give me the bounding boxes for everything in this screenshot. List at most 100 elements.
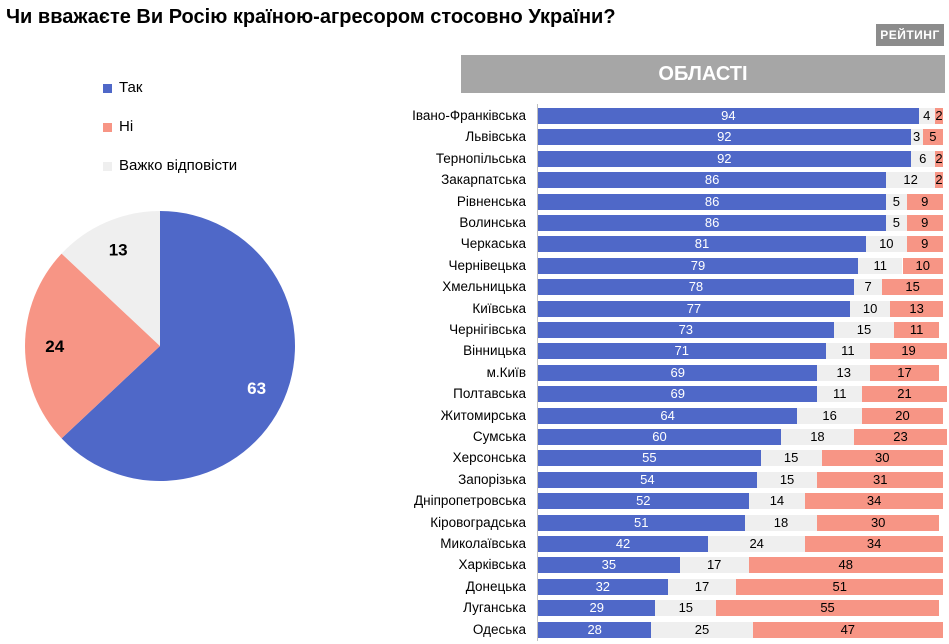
pie-slice bbox=[24, 253, 160, 439]
pie-slice-label: 13 bbox=[109, 240, 128, 259]
region-label: Одеська bbox=[472, 621, 526, 637]
bar-segment bbox=[853, 279, 883, 296]
bar-value-label: 71 bbox=[674, 343, 689, 359]
bar-segment bbox=[756, 471, 818, 488]
bar-segment bbox=[886, 215, 907, 231]
bar-segment bbox=[890, 300, 943, 317]
bar-value-label: 13 bbox=[836, 364, 851, 380]
legend-swatch bbox=[103, 123, 112, 132]
region-label: Черкаська bbox=[460, 236, 526, 252]
bar-value-label: 55 bbox=[820, 600, 835, 616]
region-label: Житомирська bbox=[440, 407, 526, 423]
bar-value-label: 11 bbox=[909, 322, 924, 337]
legend-label: Так bbox=[119, 79, 143, 96]
bar-value-label: 52 bbox=[636, 493, 651, 509]
bar-segment bbox=[538, 193, 887, 210]
bar-segment bbox=[910, 129, 923, 146]
bar-value-label: 12 bbox=[903, 172, 918, 188]
bar-segment bbox=[910, 150, 935, 167]
bar-segment bbox=[748, 557, 943, 574]
bar-value-label: 29 bbox=[589, 600, 604, 616]
region-label: Львівська bbox=[465, 129, 526, 145]
bar-segment bbox=[853, 429, 948, 445]
bar-segment bbox=[821, 450, 943, 467]
region-label: Волинська bbox=[459, 215, 526, 230]
bar-segment bbox=[805, 493, 943, 510]
bar-value-label: 19 bbox=[901, 343, 916, 359]
region-label: Київська bbox=[472, 300, 526, 316]
bar-segment bbox=[538, 493, 749, 510]
region-label: Сумська bbox=[472, 429, 526, 444]
bar-value-label: 69 bbox=[670, 386, 685, 402]
bar-segment bbox=[760, 450, 822, 467]
bar-segment bbox=[708, 536, 806, 552]
bar-segment bbox=[716, 600, 939, 617]
bar-segment bbox=[538, 364, 818, 381]
bar-value-label: 5 bbox=[892, 215, 901, 230]
bar-segment bbox=[538, 257, 858, 274]
region-label: Херсонська bbox=[452, 450, 526, 466]
bar-segment bbox=[797, 407, 862, 424]
legend-label: Важко відповісти bbox=[119, 157, 238, 174]
bar-value-label: 15 bbox=[783, 450, 799, 466]
bar-value-label: 23 bbox=[893, 429, 908, 444]
bar-value-label: 17 bbox=[694, 578, 710, 594]
region-label: м.Київ bbox=[486, 364, 526, 380]
pie-slice bbox=[61, 211, 295, 481]
bar-segment bbox=[918, 108, 935, 124]
bar-segment bbox=[679, 557, 749, 574]
bar-segment bbox=[870, 364, 939, 381]
bar-value-label: 15 bbox=[905, 279, 920, 295]
bar-segment bbox=[538, 129, 911, 146]
bar-value-label: 7 bbox=[864, 279, 872, 295]
bar-segment bbox=[922, 129, 943, 146]
bar-value-label: 2 bbox=[935, 108, 943, 123]
bar-segment bbox=[538, 300, 850, 317]
bar-segment bbox=[538, 386, 818, 403]
bar-value-label: 2 bbox=[935, 150, 943, 166]
bar-value-label: 10 bbox=[915, 257, 930, 273]
bar-value-label: 25 bbox=[694, 621, 710, 637]
bar-value-label: 17 bbox=[706, 557, 722, 573]
legend-swatch bbox=[103, 162, 112, 171]
bar-value-label: 78 bbox=[688, 279, 704, 295]
bar-segment bbox=[886, 193, 907, 210]
bar-segment bbox=[538, 621, 652, 638]
bar-value-label: 55 bbox=[642, 450, 657, 466]
bar-segment bbox=[857, 257, 903, 274]
bar-value-label: 5 bbox=[929, 129, 937, 145]
bar-segment bbox=[538, 450, 761, 467]
bar-value-label: 2 bbox=[935, 172, 943, 188]
bar-segment bbox=[817, 471, 943, 488]
bar-value-label: 81 bbox=[694, 236, 710, 252]
bar-segment bbox=[538, 236, 867, 253]
bar-segment bbox=[651, 621, 753, 638]
bar-segment bbox=[538, 471, 757, 488]
bar-value-label: 28 bbox=[587, 621, 602, 637]
bar-value-label: 11 bbox=[841, 343, 855, 359]
bar-value-label: 77 bbox=[686, 300, 702, 316]
bar-segment bbox=[748, 493, 806, 510]
bar-value-label: 13 bbox=[909, 300, 924, 316]
bar-value-label: 79 bbox=[690, 257, 706, 273]
bar-segment bbox=[667, 578, 737, 595]
bar-value-label: 16 bbox=[822, 407, 837, 423]
bar-value-label: 73 bbox=[678, 322, 694, 337]
region-label: Дніпропетровська bbox=[413, 493, 526, 509]
bar-value-label: 92 bbox=[717, 129, 732, 145]
bar-value-label: 18 bbox=[810, 429, 825, 444]
bar-value-label: 30 bbox=[870, 514, 886, 530]
region-label: Миколаївська bbox=[440, 536, 526, 551]
bar-value-label: 5 bbox=[892, 193, 901, 209]
bar-value-label: 9 bbox=[921, 236, 929, 252]
bar-segment bbox=[866, 236, 907, 253]
bar-value-label: 51 bbox=[634, 514, 649, 530]
bar-segment bbox=[736, 578, 943, 595]
bar-segment bbox=[538, 215, 887, 231]
regions-header: ОБЛАСТІ bbox=[461, 55, 945, 93]
bar-segment bbox=[862, 386, 948, 403]
bar-segment bbox=[538, 429, 781, 445]
bar-value-label: 94 bbox=[721, 108, 736, 123]
bar-segment bbox=[538, 108, 919, 124]
